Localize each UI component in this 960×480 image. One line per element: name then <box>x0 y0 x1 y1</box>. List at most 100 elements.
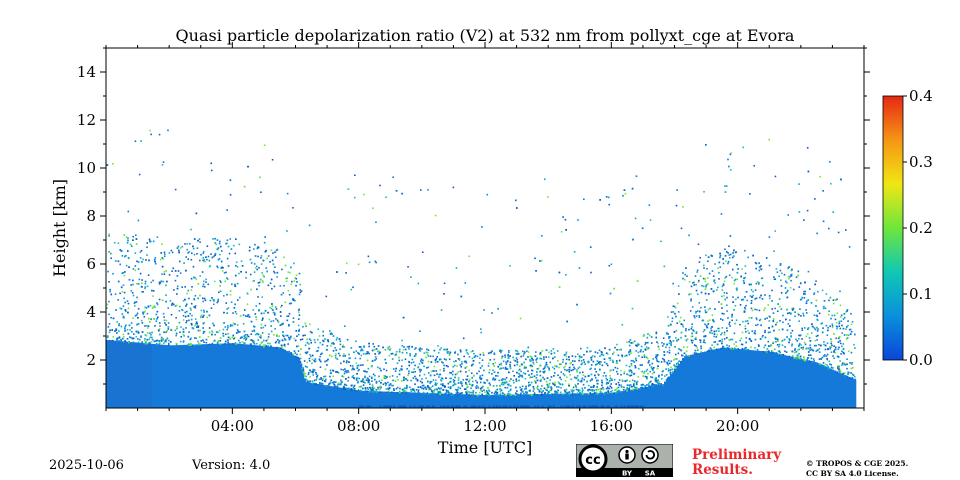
heatmap-pixel <box>798 357 800 360</box>
heatmap-pixel <box>712 275 715 277</box>
heatmap-pixel <box>803 290 805 293</box>
heatmap-pixel <box>594 355 596 358</box>
heatmap-column <box>218 343 221 408</box>
heatmap-pixel <box>574 368 576 370</box>
heatmap-pixel <box>497 308 499 310</box>
heatmap-pixel <box>643 384 646 387</box>
heatmap-pixel <box>530 394 533 396</box>
heatmap-pixel <box>668 336 670 338</box>
heatmap-pixel <box>655 331 658 334</box>
heatmap-pixel <box>747 322 749 325</box>
heatmap-pixel <box>491 350 493 352</box>
heatmap-pixel <box>106 307 108 309</box>
heatmap-pixel <box>575 377 578 380</box>
heatmap-pixel <box>123 234 126 236</box>
heatmap-pixel <box>643 370 646 373</box>
heatmap-column <box>268 346 271 408</box>
heatmap-pixel <box>401 388 404 391</box>
heatmap-pixel <box>767 304 770 306</box>
heatmap-pixel <box>696 310 699 312</box>
heatmap-pixel <box>609 374 611 377</box>
heatmap-pixel <box>515 380 518 382</box>
heatmap-column <box>516 394 519 408</box>
heatmap-column <box>670 373 673 408</box>
heatmap-pixel <box>592 360 595 363</box>
heatmap-pixel <box>351 389 353 392</box>
heatmap-pixel <box>504 368 507 370</box>
heatmap-pixel <box>355 362 358 365</box>
heatmap-pixel <box>470 394 473 396</box>
heatmap-pixel <box>690 328 693 330</box>
heatmap-column <box>490 394 493 408</box>
heatmap-pixel <box>146 242 149 244</box>
heatmap-pixel <box>361 349 364 352</box>
heatmap-pixel <box>649 219 652 221</box>
heatmap-column <box>254 345 257 408</box>
heatmap-pixel <box>438 373 441 376</box>
heatmap-pixel <box>282 335 285 338</box>
heatmap-pixel <box>142 258 144 261</box>
heatmap-pixel <box>416 379 419 381</box>
heatmap-pixel <box>715 330 718 332</box>
heatmap-pixel <box>190 277 193 280</box>
heatmap-pixel <box>197 283 200 285</box>
heatmap-pixel <box>626 341 628 343</box>
heatmap-pixel <box>560 363 563 365</box>
heatmap-pixel <box>484 382 486 384</box>
heatmap-pixel <box>606 353 609 356</box>
heatmap-column <box>710 350 713 408</box>
heatmap-pixel <box>698 279 700 282</box>
heatmap-pixel <box>454 350 457 353</box>
heatmap-pixel <box>744 348 747 351</box>
heatmap-pixel <box>810 332 813 334</box>
heatmap-column <box>732 348 735 408</box>
heatmap-column <box>512 394 515 408</box>
heatmap-pixel <box>398 369 401 372</box>
heatmap-pixel <box>571 390 573 392</box>
heatmap-pixel <box>527 385 530 387</box>
heatmap-pixel <box>685 267 687 269</box>
heatmap-pixel <box>385 196 387 199</box>
heatmap-pixel <box>226 278 229 280</box>
heatmap-pixel <box>313 339 316 341</box>
heatmap-pixel <box>692 339 694 342</box>
heatmap-pixel <box>453 379 456 382</box>
heatmap-column <box>124 341 127 408</box>
heatmap-pixel <box>736 287 738 289</box>
heatmap-pixel <box>408 361 411 364</box>
heatmap-column <box>342 388 345 408</box>
heatmap-pixel <box>531 357 533 360</box>
heatmap-pixel <box>220 267 223 269</box>
heatmap-pixel <box>574 376 576 379</box>
heatmap-pixel <box>412 361 415 363</box>
heatmap-pixel <box>846 334 848 336</box>
heatmap-pixel <box>723 338 726 340</box>
heatmap-pixel <box>130 290 133 292</box>
heatmap-pixel <box>194 305 197 307</box>
heatmap-pixel <box>283 284 285 287</box>
heatmap-pixel <box>697 281 700 283</box>
heatmap-pixel <box>228 343 230 345</box>
heatmap-pixel <box>319 384 322 386</box>
heatmap-column <box>430 393 433 408</box>
heatmap-pixel <box>703 190 705 193</box>
heatmap-pixel <box>403 379 405 382</box>
heatmap-pixel <box>293 337 296 340</box>
heatmap-pixel <box>839 371 842 373</box>
heatmap-pixel <box>298 311 300 314</box>
heatmap-pixel <box>146 325 148 327</box>
heatmap-pixel <box>171 302 174 305</box>
heatmap-pixel <box>519 394 522 396</box>
heatmap-pixel <box>520 370 522 373</box>
heatmap-column <box>240 343 243 408</box>
heatmap-column <box>310 382 313 408</box>
heatmap-column <box>576 393 579 408</box>
heatmap-pixel <box>373 345 376 348</box>
heatmap-pixel <box>612 353 614 355</box>
heatmap-pixel <box>258 309 260 311</box>
heatmap-pixel <box>737 348 740 351</box>
heatmap-pixel <box>411 388 414 391</box>
heatmap-pixel <box>226 277 228 279</box>
heatmap-pixel <box>459 350 462 353</box>
heatmap-pixel <box>590 271 592 274</box>
